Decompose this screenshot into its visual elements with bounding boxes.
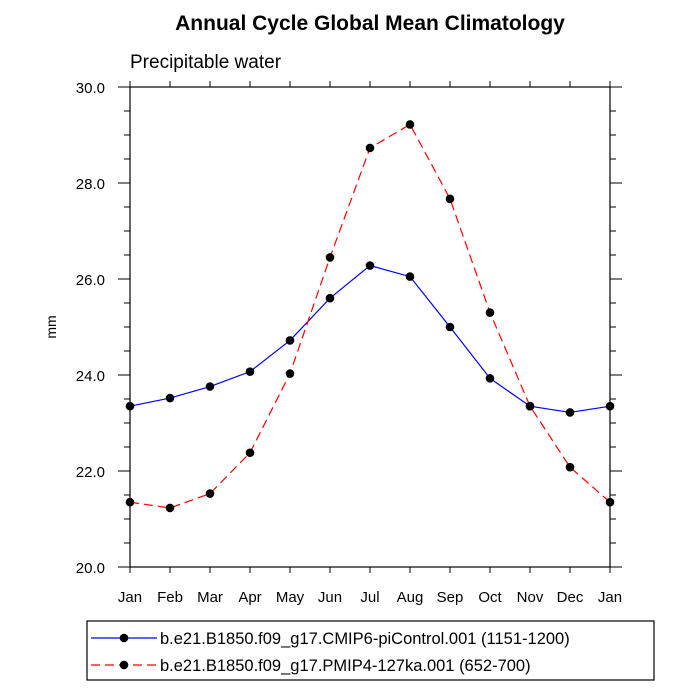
series-1-point	[205, 382, 215, 391]
x-tick-label: Mar	[197, 589, 223, 606]
x-tick-label: Jan	[598, 589, 622, 606]
series-2-point	[445, 194, 455, 204]
x-tick-label: Aug	[397, 589, 424, 606]
legend-label-2: b.e21.B1850.f09_g17.PMIP4-127ka.001 (652…	[160, 657, 531, 675]
series-2-point	[605, 497, 615, 507]
series-1-point	[405, 272, 415, 281]
x-tick-label: May	[276, 589, 305, 606]
series-layer	[125, 120, 615, 513]
y-axis-label: mm	[43, 315, 59, 338]
x-tick-label: Oct	[478, 589, 502, 606]
axes: Jan Feb Mar Apr May Jun Jul Aug Sep Oct Nov Dec Jan 2…	[76, 80, 622, 606]
series-1-point	[565, 408, 575, 417]
y-tick-label: 28.0	[76, 176, 105, 193]
series-2-point	[245, 448, 255, 458]
x-tick-label: Apr	[238, 589, 261, 606]
y-tick-label: 24.0	[76, 368, 105, 385]
x-tick-label: Dec	[557, 589, 584, 606]
series-2-point	[485, 308, 495, 317]
series-1-point	[445, 322, 455, 332]
series-2-point	[165, 503, 175, 513]
y-tick-label: 22.0	[76, 464, 105, 481]
x-tick-label: Sep	[437, 589, 464, 606]
legend-marker-2	[119, 660, 129, 670]
legend-label-1: b.e21.B1850.f09_g17.CMIP6-piControl.001 …	[160, 630, 570, 648]
legend: b.e21.B1850.f09_g17.CMIP6-piControl.001 …	[91, 630, 570, 675]
chart-title: Annual Cycle Global Mean Climatology	[175, 12, 565, 35]
series-2-point	[205, 489, 215, 498]
series-1-point	[485, 374, 495, 383]
plot-frame	[129, 86, 611, 568]
y-tick-label: 30.0	[76, 80, 105, 97]
series-2-point	[525, 401, 535, 411]
series-2-point	[285, 369, 295, 378]
x-tick-label: Jun	[318, 589, 342, 606]
series-2-point	[325, 253, 335, 262]
series-1-point	[365, 261, 375, 270]
series-1-point	[605, 401, 615, 411]
x-tick-label: Feb	[157, 589, 183, 606]
series-2-point	[405, 120, 415, 129]
series-1-point	[325, 293, 335, 303]
y-tick-label: 20.0	[76, 560, 105, 577]
x-tick-label: Nov	[517, 589, 544, 606]
series-1-point	[125, 401, 135, 411]
legend-marker-1	[119, 633, 129, 643]
legend-box	[86, 620, 655, 681]
series-line-1	[129, 264, 611, 414]
x-tick-label: Jan	[118, 589, 142, 606]
series-2-point	[125, 497, 135, 507]
series-2-point	[365, 143, 375, 153]
series-1-point	[165, 393, 175, 403]
series-1-point	[285, 336, 295, 345]
series-line-2	[129, 123, 611, 509]
y-tick-label: 26.0	[76, 272, 105, 289]
series-1-point	[245, 367, 255, 376]
x-tick-label: Jul	[360, 589, 379, 606]
chart-subtitle: Precipitable water	[130, 52, 282, 73]
series-2-point	[565, 462, 575, 472]
